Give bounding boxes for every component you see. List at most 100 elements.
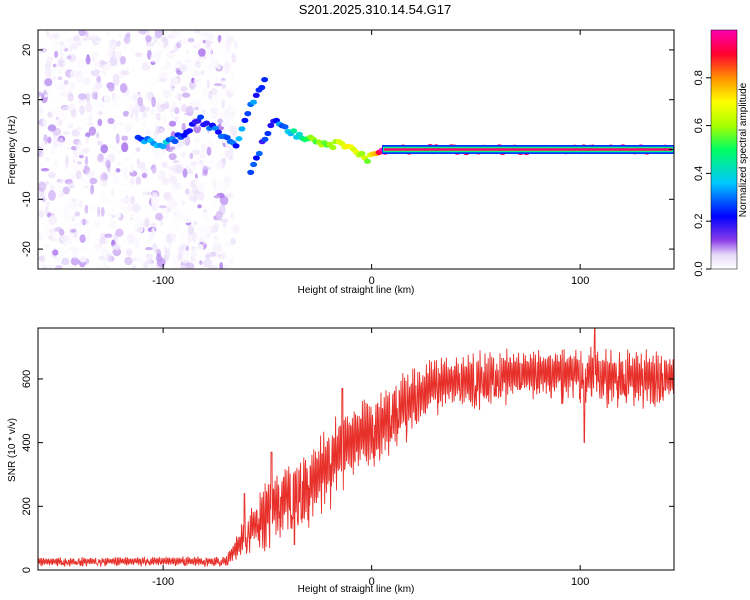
spectrogram-noise-cell <box>74 165 78 172</box>
spectrogram-noise-cell <box>70 257 79 266</box>
spectrogram-noise-cell <box>97 118 103 127</box>
spectrogram-noise-cell <box>216 242 223 253</box>
spectrogram-noise-cell <box>188 189 197 200</box>
spectrogram-noise-cell <box>188 80 197 90</box>
spectrogram-noise-cell <box>111 187 115 197</box>
spectrogram-noise-cell <box>161 148 165 154</box>
spectrogram-noise-cell <box>162 89 172 99</box>
spectrogram-noise-cell <box>167 232 177 242</box>
spectrogram-noise-cell <box>59 50 64 58</box>
spectrogram-noise-cell <box>109 170 118 177</box>
spectrogram-noise-cell <box>150 195 159 207</box>
x-tick-label: -100 <box>152 275 174 287</box>
spectrogram-noise-cell <box>90 65 96 72</box>
spectrogram-noise-cell <box>206 159 216 168</box>
spectrogram-noise-cell <box>76 61 85 68</box>
spectrogram-noise-cell <box>42 244 51 248</box>
spectrogram-noise-cell <box>178 30 186 38</box>
spectrogram-noise-cell <box>70 108 77 118</box>
snr-ticks: -100 0 100 0 200 400 600 <box>21 328 674 588</box>
spectrogram-noise-cell <box>205 39 211 49</box>
spectrogram-noise-cell <box>38 255 45 262</box>
y-tick-label: 400 <box>21 433 33 451</box>
spectrogram-noise-cell <box>223 109 231 119</box>
spectrogram-noise-cell <box>85 31 89 37</box>
spectrogram-noise-cell <box>112 93 120 104</box>
spectrogram-noise-cell <box>170 78 174 83</box>
spectrogram-tone-band-core <box>384 148 672 151</box>
spectrogram-noise-cell <box>220 218 229 223</box>
spectrogram-noise-cell <box>127 233 136 244</box>
spectrogram-noise-cell <box>38 209 45 218</box>
spectrogram-noise-cell <box>205 253 211 259</box>
spectrogram-noise-cell <box>179 64 188 73</box>
spectrogram-ridge-cell <box>250 99 257 105</box>
spectrogram-noise-cell <box>88 113 93 124</box>
spectrogram-ridge-cell <box>247 169 255 175</box>
spectrogram-noise-cell <box>67 226 71 233</box>
spectrogram-noise-cell <box>187 169 193 175</box>
spectrogram-noise-cell <box>82 165 90 175</box>
spectrogram-noise-cell <box>40 168 50 172</box>
spectrogram-ridge-cell <box>186 128 193 134</box>
spectrogram-noise-cell <box>100 144 108 154</box>
spectrogram-ridge-cell <box>171 138 179 144</box>
spectrogram-noise-cell <box>39 230 49 238</box>
spectrogram-noise-cell <box>68 158 77 169</box>
spectrogram-noise-cell <box>56 253 63 264</box>
spectrogram-noise-cell <box>173 224 182 231</box>
spectrogram-noise-cell <box>169 175 178 185</box>
spectrogram-noise-cell <box>141 172 148 179</box>
spectrogram-noise-cell <box>51 105 60 116</box>
spectrogram-noise-cell <box>172 212 176 217</box>
spectrogram-noise-cell <box>194 136 201 143</box>
spectrogram-noise-cell <box>162 161 169 169</box>
spectrogram-noise-cell <box>100 178 108 187</box>
spectrogram-noise-cell <box>53 32 60 40</box>
spectrogram-noise-cell <box>70 232 75 238</box>
spectrogram-noise-cell <box>49 167 57 174</box>
spectrogram-noise-cell <box>185 63 193 73</box>
spectrogram-noise-cell <box>38 142 42 147</box>
spectrogram-noise-cell <box>112 114 120 119</box>
spectrogram-ridge-cell <box>290 128 298 134</box>
spectrogram-noise-cell <box>72 248 79 260</box>
spectrogram-ridge-cell <box>197 114 205 120</box>
spectrogram-noise-cell <box>212 51 218 57</box>
spectrogram-noise-cell <box>62 131 70 135</box>
spectrogram-noise-cell <box>158 188 165 193</box>
snr-xlabel: Height of straight line (km) <box>298 584 415 595</box>
spectrogram-noise-cell <box>45 201 51 207</box>
spectrogram-noise-cell <box>132 264 137 269</box>
spectrogram-noise-cell <box>102 67 106 76</box>
spectrogram-noise-cell <box>94 220 102 229</box>
spectrogram-noise-cell <box>216 93 224 99</box>
spectrogram-noise-cell <box>203 151 207 162</box>
spectrogram-noise-cell <box>110 206 115 211</box>
spectrogram-ridge-cell <box>235 136 243 142</box>
spectrogram-noise-cell <box>210 58 219 69</box>
spectrogram-noise-cell <box>100 232 107 240</box>
spectrogram-noise-cell <box>151 163 157 174</box>
spectrogram-noise-cell <box>150 77 158 88</box>
spectrogram-noise-cell <box>108 213 113 218</box>
spectrogram-noise-cell <box>85 170 95 178</box>
spectrogram-noise-cell <box>192 79 200 83</box>
spectrogram-noise-cell <box>207 47 213 55</box>
spectrogram-noise-cell <box>109 56 118 67</box>
spectrogram-noise-cell <box>46 264 53 269</box>
spectrogram-noise-cell <box>105 236 110 245</box>
spectrogram-noise-cell <box>210 144 215 148</box>
spectrogram-noise-cell <box>188 101 195 107</box>
spectrogram-ridge-cell <box>244 111 252 117</box>
spectrogram-noise-cell <box>165 196 174 202</box>
spectrogram-noise-cell <box>207 185 210 196</box>
spectrogram-noise-cell <box>168 146 176 150</box>
spectrogram-noise-cell <box>224 149 231 158</box>
spectrogram-noise-cell <box>219 262 224 269</box>
spectrogram-noise-cell <box>158 71 168 79</box>
spectrogram-noise-cell <box>224 30 230 39</box>
spectrogram-noise-cell <box>193 106 200 110</box>
spectrogram-noise-cell <box>153 248 162 254</box>
spectrogram-noise-cell <box>210 201 217 208</box>
